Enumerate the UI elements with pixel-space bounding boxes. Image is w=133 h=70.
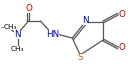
- Text: O: O: [25, 4, 32, 13]
- Text: S: S: [77, 53, 83, 63]
- Text: O: O: [119, 10, 126, 18]
- Text: HN: HN: [46, 29, 59, 38]
- Text: N: N: [14, 29, 21, 38]
- Text: O: O: [119, 43, 126, 52]
- Text: N: N: [82, 15, 88, 24]
- Text: CH₃: CH₃: [11, 46, 24, 52]
- Text: —: —: [1, 24, 8, 30]
- Text: CH₃: CH₃: [4, 24, 17, 30]
